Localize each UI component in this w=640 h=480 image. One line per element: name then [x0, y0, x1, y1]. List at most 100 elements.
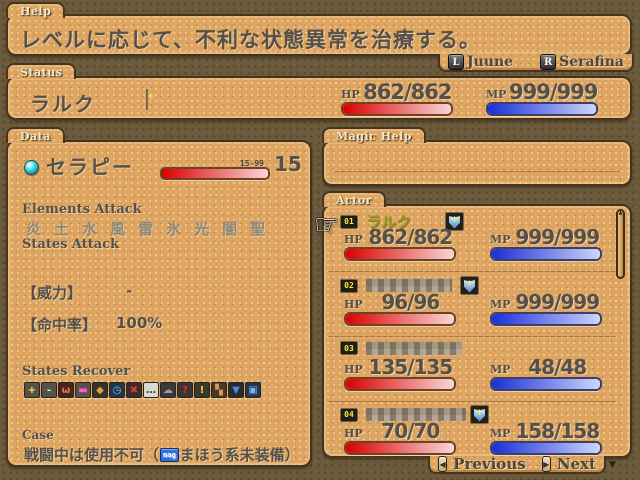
- hp-label: HP: [344, 363, 363, 376]
- status-actor-name: ラルク: [30, 92, 96, 116]
- mp-value: 999/999: [515, 290, 600, 314]
- right-character-name: Serafina: [559, 54, 624, 70]
- hp-label: HP: [344, 427, 363, 440]
- element-1: 土: [54, 220, 70, 238]
- hp-bar: [344, 441, 456, 455]
- window-icon: ▣: [245, 382, 261, 398]
- selection-hand-cursor: ☞: [314, 208, 340, 241]
- actor-scrollbar[interactable]: [616, 209, 625, 279]
- hp-bar: [344, 312, 456, 326]
- magic-help-tab: Magic Help: [322, 127, 426, 143]
- states-recover-label: States Recover: [22, 364, 131, 379]
- mp-value: 999/999: [515, 225, 600, 249]
- element-8: 聖: [250, 220, 266, 238]
- mp-value: 999/999: [509, 80, 598, 104]
- actor-name: ラルク: [366, 213, 412, 231]
- censored-actor-name: [366, 279, 452, 292]
- element-4: 雷: [138, 220, 154, 238]
- previous-key-icon[interactable]: ◀: [438, 456, 448, 472]
- mp-bar: [490, 377, 602, 391]
- accuracy-value: 100%: [116, 314, 163, 332]
- magic-help-tab-label: Magic Help: [336, 129, 412, 143]
- data-tab: Data: [6, 127, 65, 143]
- help-panel: レベルに応じて、不利な状態異常を治療する。: [6, 14, 632, 56]
- elements-row: 炎土水風雷氷光闇聖: [26, 218, 265, 239]
- mp-label: MP: [490, 363, 511, 376]
- actor-row-1[interactable]: ☞ 01 ラルク + HP 862/862 MP 999/999: [314, 208, 616, 272]
- actor-hp-gauge: HP 96/96: [344, 290, 456, 326]
- mp-label: MP: [490, 298, 511, 311]
- charm-face-icon: ▬: [75, 382, 91, 398]
- actor-row-3[interactable]: 03 HP 135/135 MP 48/48: [328, 338, 616, 402]
- next-key-icon[interactable]: ▶: [541, 456, 551, 472]
- hit-down-icon: ▼: [228, 382, 244, 398]
- magic-help-panel: [322, 140, 632, 186]
- hp-bar: [344, 377, 456, 391]
- hp-bar: [341, 102, 453, 116]
- actor-number-badge: 02: [340, 278, 358, 293]
- magic-help-divider: [334, 171, 620, 172]
- skill-name: セラピー: [46, 155, 134, 179]
- case-text-after: まほう系未装備）: [179, 446, 300, 464]
- states-attack-label: States Attack: [22, 237, 120, 252]
- help-tab-label: Help: [20, 4, 52, 18]
- hp-bar: [344, 247, 456, 261]
- shield-state-icon: +: [445, 212, 465, 231]
- switch-right[interactable]: R Serafina: [540, 54, 624, 70]
- case-label: Case: [22, 428, 54, 442]
- mp-bar: [490, 312, 602, 326]
- actor-mp-gauge: MP 158/158: [490, 421, 602, 455]
- r-key-icon[interactable]: R: [540, 54, 557, 70]
- actor-panel: ☞ 01 ラルク + HP 862/862 MP 999/999: [314, 204, 632, 458]
- element-6: 光: [194, 220, 210, 238]
- switch-left[interactable]: L Juune: [448, 54, 513, 70]
- mp-label: MP: [490, 233, 511, 246]
- hp-label: HP: [344, 233, 363, 246]
- stun-exclamation-icon: !: [194, 382, 210, 398]
- status-tab-label: Status: [20, 65, 63, 79]
- mp-bar: [486, 102, 598, 116]
- hp-value: 862/862: [363, 80, 452, 104]
- accuracy-label: 【命中率】: [22, 316, 98, 334]
- elements-attack-label: Elements Attack: [22, 202, 142, 217]
- mp-bar: [490, 441, 602, 455]
- shield-state-icon: +: [460, 276, 479, 295]
- seal-x-icon: ✖: [126, 382, 142, 398]
- page-nav-tab[interactable]: ◀ Previous ▶ Next: [428, 455, 606, 474]
- blind-smoke-icon: ☁: [160, 382, 176, 398]
- data-panel: セラピー 15-99 15 Elements Attack 炎土水風雷氷光闇聖 …: [6, 140, 312, 467]
- actor-mp-gauge: MP 999/999: [490, 290, 602, 326]
- scroll-down-arrow-icon[interactable]: ▼: [609, 460, 616, 470]
- character-switch-tab[interactable]: L Juune R Serafina: [438, 54, 634, 72]
- mp-value: 48/48: [528, 355, 587, 379]
- berserk-face-icon: ω: [58, 382, 74, 398]
- actor-number-badge: 01: [340, 214, 358, 229]
- power-label: 【威力】: [22, 284, 83, 302]
- previous-label[interactable]: Previous: [453, 455, 526, 473]
- sleep-face-icon: -: [41, 382, 57, 398]
- element-3: 風: [110, 220, 126, 238]
- skill-level-bar: 15-99: [160, 159, 270, 180]
- skill-level-range: 15-99: [239, 159, 264, 168]
- actor-row-4[interactable]: 04 + HP 70/70 MP 158/158: [328, 402, 616, 458]
- silence-bubble-icon: …: [143, 382, 159, 398]
- next-label[interactable]: Next: [556, 455, 596, 473]
- power-value: -: [126, 282, 133, 300]
- actor-number-badge: 03: [340, 341, 358, 355]
- actor-tab-label: Actor: [336, 193, 372, 207]
- hp-value: 96/96: [381, 290, 440, 314]
- shield-state-icon: +: [146, 89, 155, 110]
- status-hp-gauge: HP 862/862: [341, 80, 453, 116]
- hp-label: HP: [341, 88, 360, 101]
- actor-mp-gauge: MP 999/999: [490, 225, 602, 261]
- case-text: 戦闘中は使用不可（ mag まほう系未装備）: [24, 444, 300, 465]
- help-text: レベルに応じて、不利な状態異常を治療する。: [20, 28, 481, 52]
- mp-label: MP: [490, 427, 511, 440]
- time-clock-icon: ◷: [109, 382, 125, 398]
- shield-state-icon: +: [470, 405, 489, 424]
- actor-row-2[interactable]: 02 + HP 96/96 MP 999/999: [328, 273, 616, 337]
- l-key-icon[interactable]: L: [448, 54, 464, 70]
- skill-orb-icon: [24, 160, 39, 175]
- help-tab: Help: [6, 2, 66, 18]
